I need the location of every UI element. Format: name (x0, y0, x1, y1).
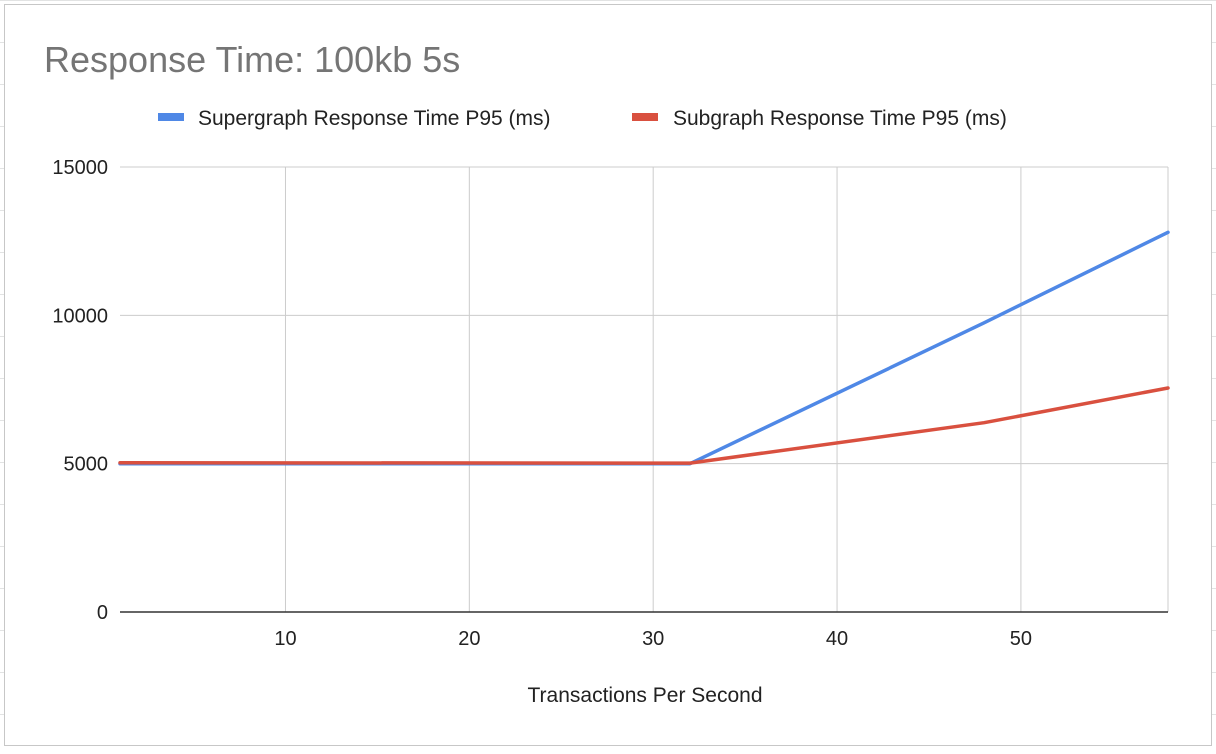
x-tick-label-50: 50 (1010, 628, 1032, 650)
legend: Supergraph Response Time P95 (ms) Subgra… (158, 107, 1007, 130)
x-axis-ticks: 10 20 30 40 50 (274, 628, 1032, 650)
legend-swatch-subgraph (632, 113, 658, 121)
legend-swatch-supergraph (158, 113, 184, 121)
x-axis-title: Transactions Per Second (527, 684, 762, 707)
chart-title: Response Time: 100kb 5s (44, 39, 460, 80)
x-tick-label-20: 20 (458, 628, 480, 650)
chart-frame[interactable] (4, 4, 1212, 746)
y-tick-label-10000: 10000 (52, 305, 108, 327)
series-lines (118, 230, 1170, 466)
y-tick-label-5000: 5000 (64, 454, 109, 476)
legend-label-supergraph: Supergraph Response Time P95 (ms) (198, 107, 551, 130)
series-line-1[interactable] (118, 386, 1170, 465)
x-tick-label-10: 10 (274, 628, 296, 650)
y-tick-label-0: 0 (97, 602, 108, 624)
legend-label-subgraph: Subgraph Response Time P95 (ms) (673, 107, 1007, 130)
grid-lines (120, 166, 1169, 612)
y-axis-ticks: 0 5000 10000 15000 (52, 157, 108, 624)
x-tick-label-40: 40 (826, 628, 848, 650)
y-tick-label-15000: 15000 (52, 157, 108, 179)
series-line-0[interactable] (118, 230, 1170, 466)
x-tick-label-30: 30 (642, 628, 664, 650)
